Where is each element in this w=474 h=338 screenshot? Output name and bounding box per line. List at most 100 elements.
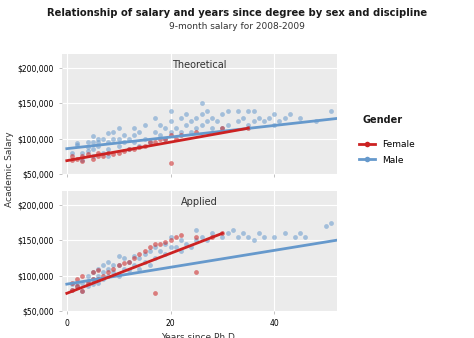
- Point: [100, 269, 107, 275]
- Point: [136, 266, 143, 271]
- Point: [120, 132, 128, 138]
- Point: [68, 150, 76, 155]
- Point: [84, 273, 91, 279]
- Point: [162, 125, 169, 131]
- Point: [104, 147, 112, 152]
- Point: [271, 122, 278, 127]
- Point: [296, 115, 304, 120]
- Point: [125, 259, 133, 264]
- Point: [104, 154, 112, 159]
- Point: [120, 140, 128, 145]
- Point: [104, 266, 112, 271]
- Point: [198, 101, 205, 106]
- Point: [125, 136, 133, 142]
- Point: [234, 108, 242, 113]
- Point: [84, 149, 91, 154]
- Point: [198, 112, 205, 117]
- Point: [79, 154, 86, 159]
- Point: [182, 241, 190, 247]
- Point: [89, 269, 97, 275]
- Point: [322, 223, 330, 229]
- Point: [193, 125, 201, 131]
- Point: [208, 231, 216, 236]
- Point: [94, 273, 102, 279]
- Point: [172, 245, 180, 250]
- Point: [328, 220, 335, 225]
- Point: [151, 245, 159, 250]
- Point: [188, 118, 195, 124]
- Point: [146, 140, 154, 145]
- Point: [68, 287, 76, 292]
- Point: [286, 112, 294, 117]
- Point: [208, 125, 216, 131]
- Point: [130, 132, 138, 138]
- Point: [177, 129, 185, 135]
- Point: [94, 143, 102, 148]
- Point: [79, 289, 86, 294]
- Point: [130, 262, 138, 268]
- Point: [89, 282, 97, 287]
- Point: [193, 227, 201, 233]
- Point: [177, 132, 185, 138]
- Point: [224, 231, 231, 236]
- Point: [84, 152, 91, 157]
- Point: [234, 234, 242, 240]
- Point: [115, 262, 122, 268]
- Point: [141, 252, 148, 257]
- Point: [115, 150, 122, 155]
- Point: [73, 284, 81, 289]
- Point: [146, 262, 154, 268]
- Point: [156, 241, 164, 247]
- Point: [104, 273, 112, 279]
- Point: [271, 234, 278, 240]
- Point: [151, 140, 159, 145]
- Point: [136, 145, 143, 150]
- Point: [73, 284, 81, 289]
- Point: [79, 280, 86, 285]
- Point: [125, 259, 133, 264]
- Point: [68, 282, 76, 287]
- Point: [167, 245, 174, 250]
- Point: [136, 143, 143, 148]
- Point: [125, 267, 133, 273]
- Point: [177, 232, 185, 237]
- Point: [245, 122, 252, 127]
- Point: [193, 269, 201, 275]
- Point: [245, 234, 252, 240]
- Point: [146, 245, 154, 250]
- Point: [265, 115, 273, 120]
- Point: [354, 213, 361, 218]
- Point: [94, 139, 102, 144]
- Point: [79, 273, 86, 279]
- Point: [250, 238, 257, 243]
- Text: Academic Salary: Academic Salary: [5, 131, 14, 207]
- Point: [130, 255, 138, 261]
- Point: [208, 234, 216, 240]
- Point: [224, 122, 231, 127]
- Point: [208, 115, 216, 120]
- Point: [84, 284, 91, 289]
- Point: [162, 136, 169, 142]
- Point: [172, 234, 180, 240]
- Point: [73, 280, 81, 285]
- Point: [245, 125, 252, 131]
- Point: [224, 108, 231, 113]
- Point: [162, 252, 169, 257]
- Point: [109, 129, 117, 135]
- Point: [151, 255, 159, 261]
- Point: [68, 280, 76, 285]
- Point: [151, 291, 159, 296]
- Point: [136, 255, 143, 261]
- Point: [156, 136, 164, 142]
- Point: [73, 156, 81, 161]
- Point: [219, 112, 226, 117]
- Point: [151, 241, 159, 247]
- Point: [100, 136, 107, 142]
- Point: [167, 108, 174, 113]
- Point: [291, 234, 299, 240]
- Point: [141, 248, 148, 254]
- Point: [109, 266, 117, 271]
- Point: [94, 136, 102, 142]
- Point: [104, 259, 112, 264]
- Point: [167, 238, 174, 243]
